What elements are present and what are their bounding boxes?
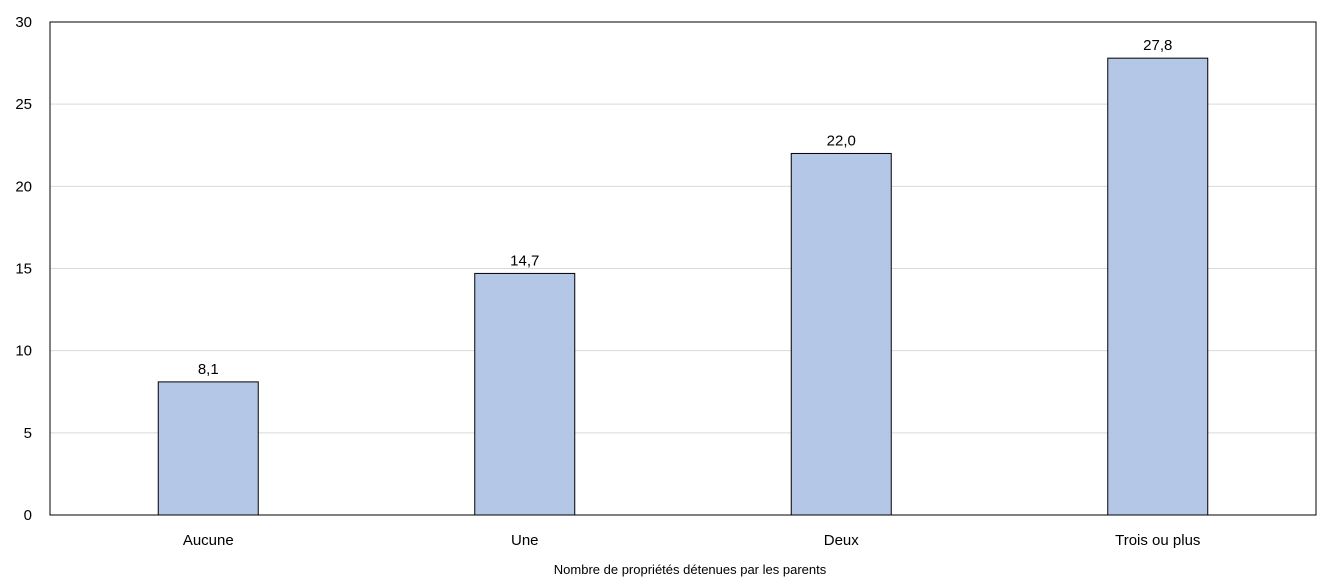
data-label: 22,0 [827, 132, 856, 149]
x-category-label: Deux [824, 532, 860, 549]
y-axis-ticks: 0 5 10 15 20 25 30 [15, 14, 32, 524]
bar [474, 272, 576, 516]
y-tick-label: 20 [15, 178, 32, 195]
y-tick-label: 25 [15, 96, 32, 113]
gridlines [50, 103, 1316, 434]
data-label: 27,8 [1143, 37, 1172, 54]
y-tick-label: 15 [15, 261, 32, 278]
y-tick-label: 10 [15, 343, 32, 360]
data-labels: 8,1 14,7 22,0 27,8 [198, 37, 1173, 378]
y-tick-label: 5 [24, 425, 32, 442]
y-tick-label: 0 [24, 507, 32, 524]
x-axis-categories: Aucune Une Deux Trois ou plus [183, 532, 1201, 549]
data-label: 8,1 [198, 361, 219, 378]
x-category-label: Trois ou plus [1115, 532, 1200, 549]
x-category-label: Une [511, 532, 539, 549]
data-label: 14,7 [510, 252, 539, 269]
plot-frame [49, 21, 1317, 516]
x-category-label: Aucune [183, 532, 234, 549]
y-tick-label: 30 [15, 14, 32, 31]
bar [157, 381, 259, 516]
x-axis-title: Nombre de propriétés détenues par les pa… [554, 562, 827, 577]
bar [790, 152, 892, 516]
bar [1107, 57, 1209, 516]
bars [157, 57, 1209, 516]
